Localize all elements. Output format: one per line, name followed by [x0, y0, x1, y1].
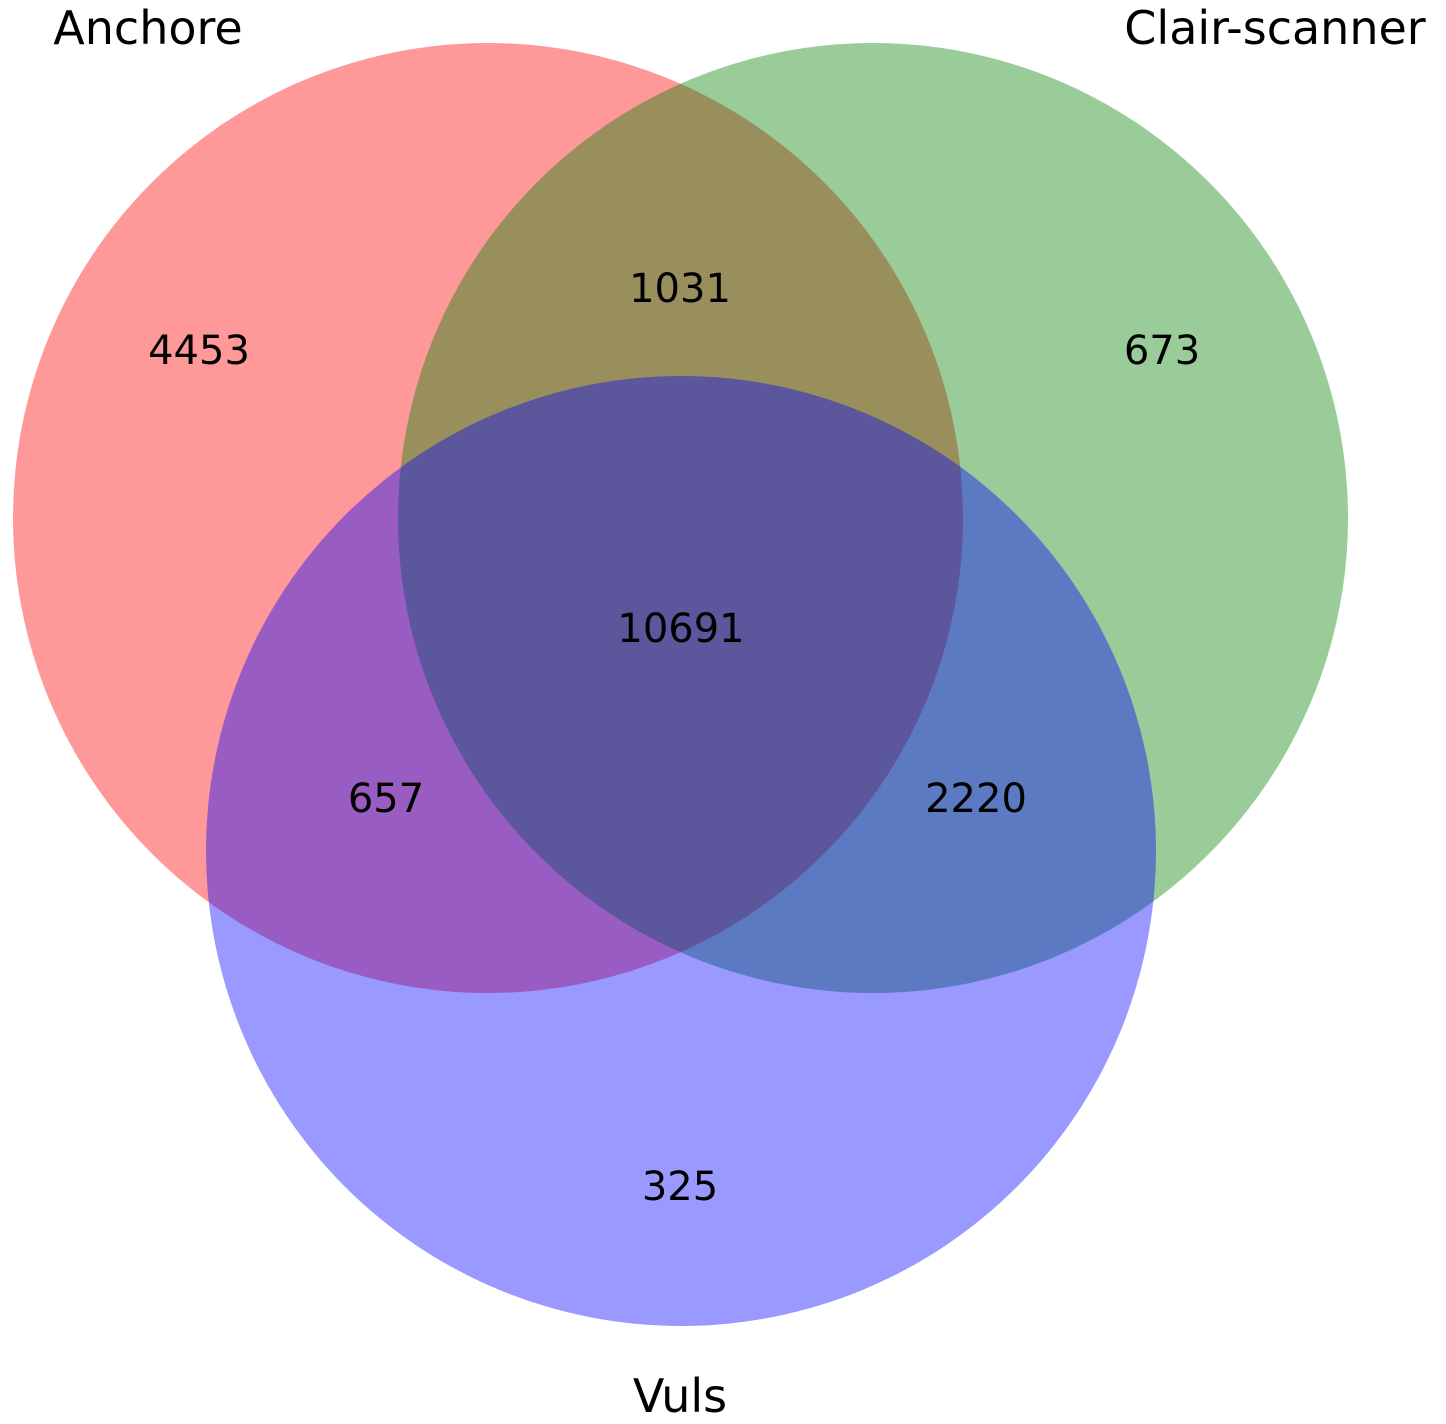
- region-count-clair-only: 673: [1124, 328, 1200, 374]
- region-count-vuls-only: 325: [642, 1164, 718, 1210]
- venn-circles: [13, 43, 1348, 1326]
- region-count-anchore-clair: 1031: [629, 266, 731, 312]
- set-circle-vuls: [206, 376, 1156, 1326]
- region-count-all-three: 10691: [617, 606, 744, 652]
- region-count-anchore-only: 4453: [148, 328, 250, 374]
- set-label-anchore: Anchore: [53, 1, 242, 55]
- set-label-vuls: Vuls: [633, 1369, 727, 1423]
- region-count-clair-vuls: 2220: [925, 776, 1027, 822]
- region-count-anchore-vuls: 657: [348, 776, 424, 822]
- set-circle-anchore: [13, 43, 963, 993]
- set-label-clair-scanner: Clair-scanner: [1124, 1, 1425, 55]
- set-circle-clair-scanner: [398, 43, 1348, 993]
